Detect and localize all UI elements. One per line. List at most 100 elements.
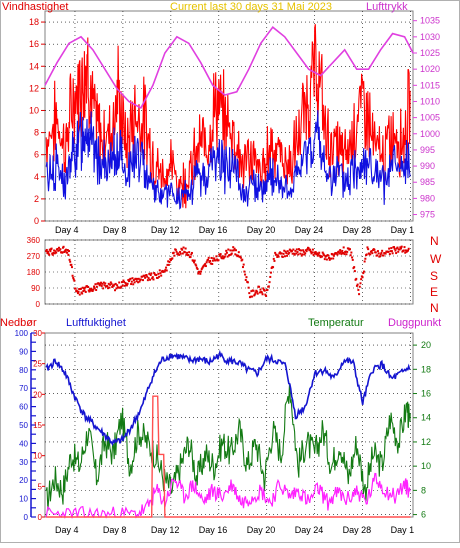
- direction-point: [303, 253, 306, 256]
- pressure-ytick-label: 1005: [420, 113, 440, 123]
- direction-point: [357, 288, 360, 291]
- direction-point: [106, 285, 109, 288]
- direction-point: [204, 262, 207, 265]
- direction-point: [146, 275, 149, 278]
- direction-point: [374, 251, 377, 254]
- direction-point: [200, 270, 203, 273]
- direction-point: [241, 266, 244, 269]
- direction-point: [136, 277, 139, 280]
- direction-point: [339, 251, 342, 254]
- direction-point: [283, 249, 286, 252]
- direction-point: [93, 285, 96, 288]
- humidity-ytick-label: 50: [19, 421, 28, 430]
- direction-point: [161, 269, 164, 272]
- direction-point: [340, 252, 343, 255]
- pressure-ytick-label: 980: [420, 193, 435, 203]
- bottom-xtick-label: Day 16: [199, 525, 228, 535]
- humidity-ytick-label: 100: [15, 329, 29, 338]
- direction-point: [46, 252, 49, 255]
- direction-point: [388, 253, 391, 256]
- direction-point: [263, 289, 266, 292]
- direction-point: [272, 266, 275, 269]
- direction-label-n-bottom: N: [430, 301, 439, 315]
- top-xtick-label: Day 20: [247, 225, 276, 235]
- direction-point: [181, 248, 184, 251]
- humidity-ytick-label: 10: [19, 495, 28, 504]
- direction-point: [147, 277, 150, 280]
- direction-point: [109, 281, 112, 284]
- bottom-xtick-label: Day 12: [151, 525, 180, 535]
- direction-point: [365, 253, 368, 256]
- direction-point: [260, 291, 263, 294]
- direction-point: [135, 280, 138, 283]
- direction-point: [347, 247, 350, 250]
- direction-point: [182, 246, 185, 249]
- direction-point: [165, 269, 168, 272]
- direction-point: [76, 292, 79, 295]
- direction-point: [109, 283, 112, 286]
- direction-point: [48, 248, 51, 251]
- direction-point: [276, 254, 279, 257]
- direction-point: [286, 250, 289, 253]
- direction-point: [130, 280, 133, 283]
- direction-point: [314, 252, 317, 255]
- direction-point: [195, 264, 198, 267]
- bottom-xtick-label: Day 28: [343, 525, 372, 535]
- direction-point: [94, 283, 97, 286]
- direction-point: [332, 254, 335, 257]
- direction-point: [51, 252, 54, 255]
- direction-point: [57, 246, 60, 249]
- direction-point: [332, 257, 335, 260]
- direction-point: [69, 260, 72, 263]
- direction-point: [78, 293, 81, 296]
- direction-point: [234, 253, 237, 256]
- direction-point: [292, 248, 295, 251]
- direction-point: [204, 265, 207, 268]
- direction-point: [167, 260, 170, 263]
- direction-point: [402, 249, 405, 252]
- direction-point: [217, 259, 220, 262]
- humidity-ytick-label: 40: [19, 439, 28, 448]
- direction-point: [250, 290, 253, 293]
- direction-point: [172, 251, 175, 254]
- direction-ytick-label: 0: [36, 300, 41, 309]
- direction-point: [379, 255, 382, 258]
- direction-point: [393, 247, 396, 250]
- top-xtick-label: Day 8: [103, 225, 127, 235]
- direction-point: [243, 270, 246, 273]
- direction-point: [113, 283, 116, 286]
- direction-point: [366, 246, 369, 249]
- humidity-ytick-label: 30: [19, 458, 28, 467]
- direction-point: [49, 250, 52, 253]
- direction-point: [377, 252, 380, 255]
- series-layer: [44, 24, 414, 520]
- direction-point: [269, 271, 272, 274]
- direction-point: [352, 267, 355, 270]
- direction-point: [338, 252, 341, 255]
- direction-point: [133, 281, 136, 284]
- direction-point: [100, 284, 103, 287]
- direction-point: [348, 248, 351, 251]
- wind-ytick-label: 2: [34, 194, 39, 204]
- direction-point: [102, 281, 105, 284]
- wind-ytick-label: 6: [34, 150, 39, 160]
- direction-point: [344, 250, 347, 253]
- direction-point: [382, 254, 385, 257]
- top-xtick-label: Day 24: [295, 225, 324, 235]
- direction-point: [148, 278, 151, 281]
- direction-point: [53, 252, 56, 255]
- direction-point: [255, 290, 258, 293]
- direction-point: [155, 274, 158, 277]
- direction-point: [84, 290, 87, 293]
- direction-point: [259, 288, 262, 291]
- direction-point: [363, 260, 366, 263]
- direction-point: [285, 252, 288, 255]
- direction-point: [407, 247, 410, 250]
- precip-ytick-label: 15: [33, 421, 42, 430]
- wind-ytick-label: 16: [29, 39, 39, 49]
- direction-point: [99, 283, 102, 286]
- precip-ytick-label: 5: [38, 482, 43, 491]
- direction-point: [232, 249, 235, 252]
- direction-point: [184, 247, 187, 250]
- direction-point: [130, 283, 133, 286]
